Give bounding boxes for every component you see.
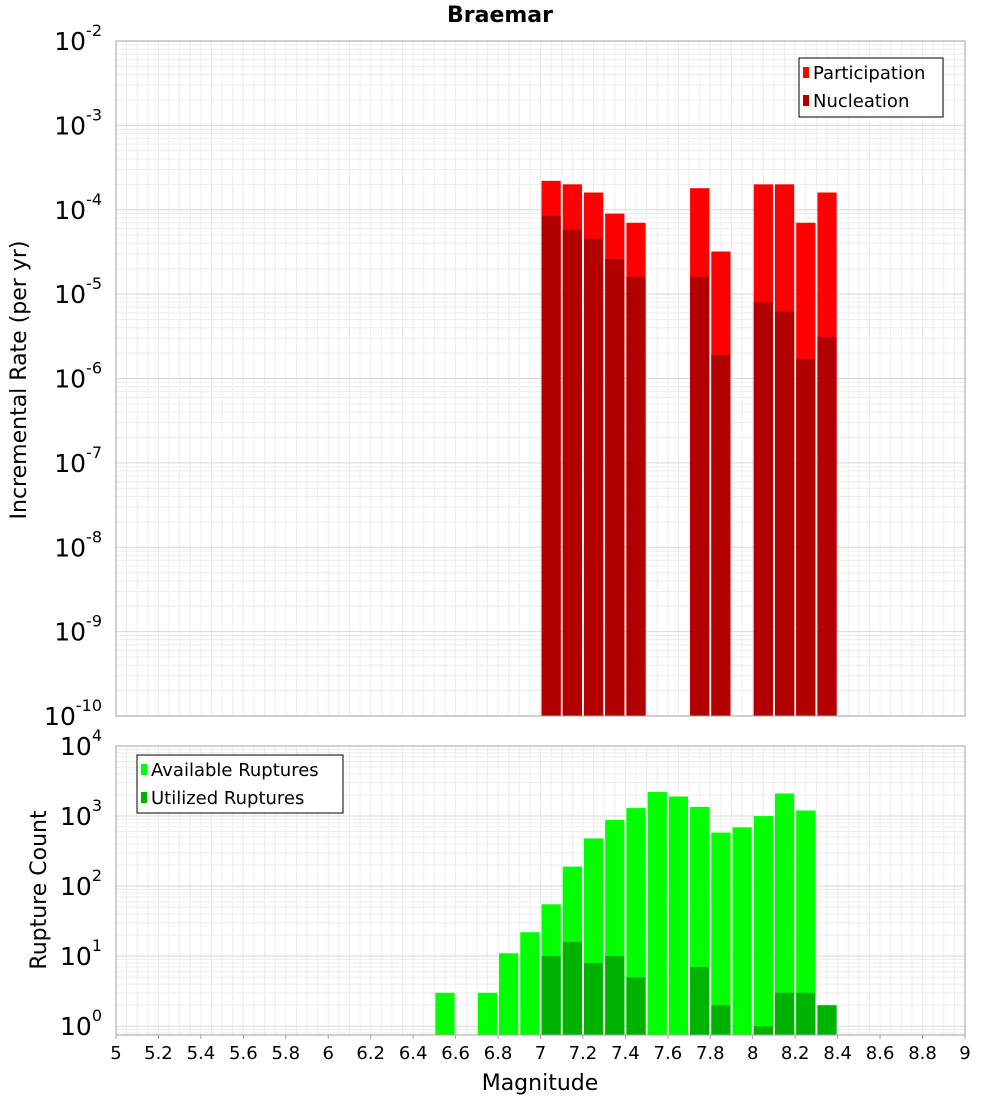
top-y-tick-label: 10-8 — [54, 527, 102, 562]
top-y-tick-label: 10-5 — [54, 274, 102, 309]
bottom-y-axis-label: Rupture Count — [27, 810, 52, 970]
top-bar-nucleation — [711, 354, 731, 716]
bottom-bar-available-ruptures — [753, 816, 773, 1035]
top-grid — [115, 40, 966, 717]
bottom-bar-utilized-ruptures — [605, 956, 625, 1035]
bottom-bar-available-ruptures — [668, 796, 689, 1035]
x-tick-label: 5.6 — [229, 1043, 258, 1064]
top-bars — [541, 180, 837, 717]
bottom-y-tick-labels: 104 103 102 101 100 — [60, 726, 102, 1041]
top-y-tick-label: 10-7 — [54, 443, 102, 478]
top-y-tick-label: 10-6 — [54, 359, 102, 394]
top-bar-nucleation — [562, 229, 582, 717]
bottom-bar-available-ruptures — [520, 932, 540, 1035]
bottom-bar-utilized-ruptures — [562, 941, 582, 1035]
bottom-bar-utilized-ruptures — [817, 1005, 837, 1035]
bottom-y-tick-label: 104 — [60, 726, 102, 761]
legend-swatch-participation — [803, 67, 809, 78]
top-legend: Participation Nucleation — [798, 57, 944, 118]
top-bar-nucleation — [796, 359, 816, 716]
x-tick-label: 5.2 — [144, 1043, 173, 1064]
bottom-bar-utilized-ruptures — [796, 992, 816, 1035]
bottom-bar-utilized-ruptures — [626, 977, 646, 1035]
top-legend-box — [798, 57, 944, 118]
bottom-bar-utilized-ruptures — [753, 1026, 773, 1035]
x-tick-label: 8.2 — [781, 1043, 810, 1064]
top-bar-nucleation — [626, 276, 646, 716]
bottom-bar-utilized-ruptures — [690, 967, 710, 1035]
bottom-y-tick-label: 103 — [60, 796, 102, 831]
x-tick-label: 7 — [535, 1043, 546, 1064]
legend-label-available-ruptures: Available Ruptures — [151, 760, 319, 781]
bottom-bar-available-ruptures — [435, 992, 455, 1035]
bottom-bar-available-ruptures — [796, 810, 816, 1035]
x-tick-label: 8.8 — [908, 1043, 937, 1064]
top-bar-nucleation — [605, 259, 625, 716]
bottom-legend: Available Ruptures Utilized Ruptures — [136, 754, 344, 814]
top-y-axis-label: Incremental Rate (per yr) — [7, 241, 32, 520]
bottom-bar-utilized-ruptures — [541, 956, 561, 1035]
legend-swatch-utilized-ruptures — [141, 792, 147, 803]
bottom-bar-available-ruptures — [477, 992, 498, 1035]
top-bar-nucleation — [583, 239, 604, 716]
top-y-tick-label: 10-10 — [44, 696, 102, 731]
x-axis-label: Magnitude — [482, 1071, 599, 1096]
x-tick-label: 6.2 — [356, 1043, 385, 1064]
x-tick-label: 6.6 — [441, 1043, 470, 1064]
top-y-tick-labels: 10-2 10-3 10-4 10-5 10-6 10-7 10-8 10-9 10-10 — [44, 21, 102, 731]
bottom-bars — [435, 792, 837, 1035]
legend-swatch-available-ruptures — [141, 764, 147, 775]
bottom-y-tick-label: 102 — [60, 866, 102, 901]
top-bar-nucleation — [817, 337, 837, 716]
x-tick-label: 7.8 — [696, 1043, 725, 1064]
top-bar-nucleation — [690, 276, 710, 716]
top-plot-frame — [115, 40, 966, 717]
top-y-tick-label: 10-9 — [54, 612, 102, 647]
x-tick-label: 7.4 — [611, 1043, 640, 1064]
bottom-bar-available-ruptures — [774, 793, 795, 1035]
legend-label-utilized-ruptures: Utilized Ruptures — [151, 788, 304, 809]
bottom-bar-available-ruptures — [647, 792, 667, 1035]
bottom-bar-available-ruptures — [711, 832, 731, 1035]
x-tick-label: 5.4 — [187, 1043, 216, 1064]
bottom-bar-utilized-ruptures — [583, 962, 604, 1035]
top-y-tick-label: 10-3 — [54, 105, 102, 140]
x-tick-label: 7.6 — [654, 1043, 683, 1064]
x-tick-label: 8.4 — [823, 1043, 852, 1064]
x-tick-label: 7.2 — [569, 1043, 598, 1064]
bottom-bar-utilized-ruptures — [711, 1005, 731, 1035]
bottom-y-tick-label: 100 — [60, 1006, 102, 1041]
bottom-bar-utilized-ruptures — [774, 992, 795, 1035]
bottom-y-tick-label: 101 — [60, 936, 102, 971]
x-tick-label: 8.6 — [866, 1043, 895, 1064]
top-bar-nucleation — [774, 311, 795, 716]
x-tick-label: 5 — [110, 1043, 121, 1064]
chart-title: Braemar — [447, 3, 553, 28]
x-tick-label: 9 — [959, 1043, 970, 1064]
top-y-tick-label: 10-2 — [54, 21, 102, 56]
bottom-legend-box — [136, 754, 344, 814]
legend-label-participation: Participation — [813, 63, 925, 84]
bottom-bar-available-ruptures — [732, 827, 752, 1035]
legend-swatch-nucleation — [803, 95, 809, 106]
top-bar-nucleation — [541, 215, 561, 717]
top-bar-nucleation — [753, 302, 773, 716]
x-tick-labels: 5 5.2 5.4 5.6 5.8 6 6.2 6.4 6.6 6.8 7 7.2 7.4 7.6 7.8 8… — [110, 1035, 971, 1064]
top-y-tick-label: 10-4 — [54, 190, 102, 225]
legend-label-nucleation: Nucleation — [813, 91, 909, 112]
x-tick-label: 6.4 — [399, 1043, 428, 1064]
bottom-bar-available-ruptures — [499, 953, 519, 1035]
x-tick-label: 6.8 — [484, 1043, 513, 1064]
x-tick-label: 5.8 — [271, 1043, 300, 1064]
x-tick-label: 8 — [747, 1043, 758, 1064]
x-tick-label: 6 — [323, 1043, 334, 1064]
